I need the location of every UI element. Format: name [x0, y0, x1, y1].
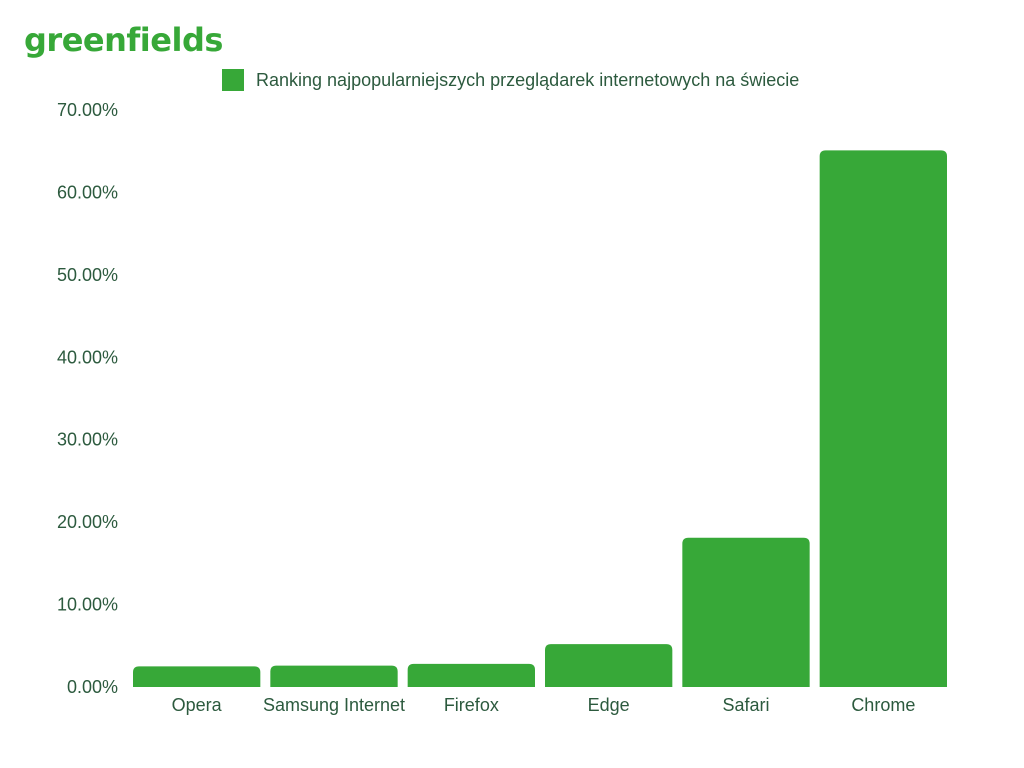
bar-samsung-internet [270, 665, 398, 687]
bar-safari [682, 537, 810, 687]
x-tick-label: Edge [588, 695, 630, 715]
legend-swatch [222, 69, 244, 91]
y-tick-label: 20.00% [57, 512, 118, 532]
bar-chrome [819, 150, 947, 687]
y-tick-label: 60.00% [57, 182, 118, 202]
bar-firefox [407, 663, 535, 687]
bar-edge [545, 644, 673, 687]
x-tick-label: Opera [172, 695, 223, 715]
bar-opera [133, 666, 261, 687]
y-tick-label: 0.00% [67, 677, 118, 697]
y-tick-label: 70.00% [57, 100, 118, 120]
x-tick-label: Chrome [851, 695, 915, 715]
y-tick-label: 10.00% [57, 595, 118, 615]
x-tick-label: Safari [722, 695, 769, 715]
greenfields-logo: greenfields [24, 21, 223, 59]
x-tick-label: Firefox [444, 695, 499, 715]
y-tick-label: 40.00% [57, 347, 118, 367]
legend-label: Ranking najpopularniejszych przeglądarek… [256, 70, 799, 90]
y-tick-label: 50.00% [57, 265, 118, 285]
x-tick-label: Samsung Internet [263, 695, 405, 715]
y-tick-label: 30.00% [57, 430, 118, 450]
